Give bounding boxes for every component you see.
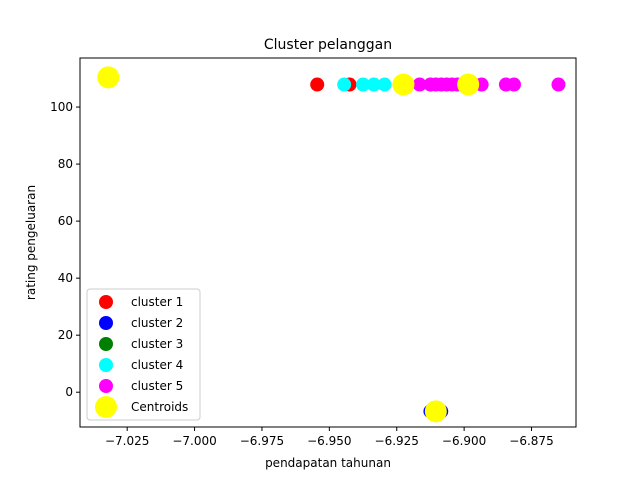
x-tick-label: −6.925	[375, 434, 419, 448]
cluster-5-point	[507, 77, 521, 92]
legend-label: cluster 2	[131, 316, 183, 330]
legend-label: cluster 1	[131, 295, 183, 309]
x-tick-label: −6.900	[442, 434, 486, 448]
legend-label: Centroids	[131, 400, 188, 414]
legend-marker	[99, 316, 113, 330]
y-tick-label: 40	[58, 271, 73, 285]
points-layer	[97, 66, 566, 423]
centroid-point	[457, 73, 480, 96]
y-axis: 0 20 40 60 80 100	[50, 100, 80, 399]
centroid-point	[392, 73, 415, 96]
y-axis-label: rating pengeluaran	[24, 185, 38, 300]
legend-label: cluster 4	[131, 358, 183, 372]
x-tick-label: −7.025	[105, 434, 149, 448]
x-tick-label: −6.950	[307, 434, 351, 448]
centroid-point	[97, 66, 120, 89]
y-tick-label: 100	[50, 100, 73, 114]
legend: cluster 1 cluster 2 cluster 3 cluster 4 clus…	[86, 288, 201, 421]
y-tick-label: 0	[65, 385, 73, 399]
x-tick-label: −7.000	[172, 434, 216, 448]
cluster-4-point	[356, 77, 371, 92]
chart-title: Cluster pelanggan	[264, 37, 392, 53]
legend-box	[86, 288, 201, 421]
x-axis: −7.025 −7.000 −6.975 −6.950 −6.925 −6.900 −6.8…	[105, 427, 554, 448]
y-tick-label: 60	[58, 214, 73, 228]
legend-label: cluster 3	[131, 337, 183, 351]
y-tick-label: 20	[58, 328, 73, 342]
x-tick-label: −6.875	[509, 434, 553, 448]
x-tick-label: −6.975	[240, 434, 284, 448]
legend-marker	[99, 337, 113, 351]
legend-marker	[99, 295, 113, 309]
cluster-1-point	[310, 77, 325, 92]
cluster-4-point	[377, 77, 392, 92]
x-axis-label: pendapatan tahunan	[265, 456, 391, 470]
cluster-4-point	[337, 77, 352, 92]
legend-marker	[99, 379, 113, 393]
cluster-5-point	[412, 77, 427, 92]
legend-label: cluster 5	[131, 379, 183, 393]
cluster-4-point	[366, 77, 381, 92]
cluster-5-point	[551, 77, 566, 92]
centroid-point	[424, 400, 447, 423]
y-tick-label: 80	[58, 157, 73, 171]
legend-marker	[99, 358, 113, 372]
plot-frame	[79, 57, 577, 428]
legend-marker	[95, 396, 117, 418]
